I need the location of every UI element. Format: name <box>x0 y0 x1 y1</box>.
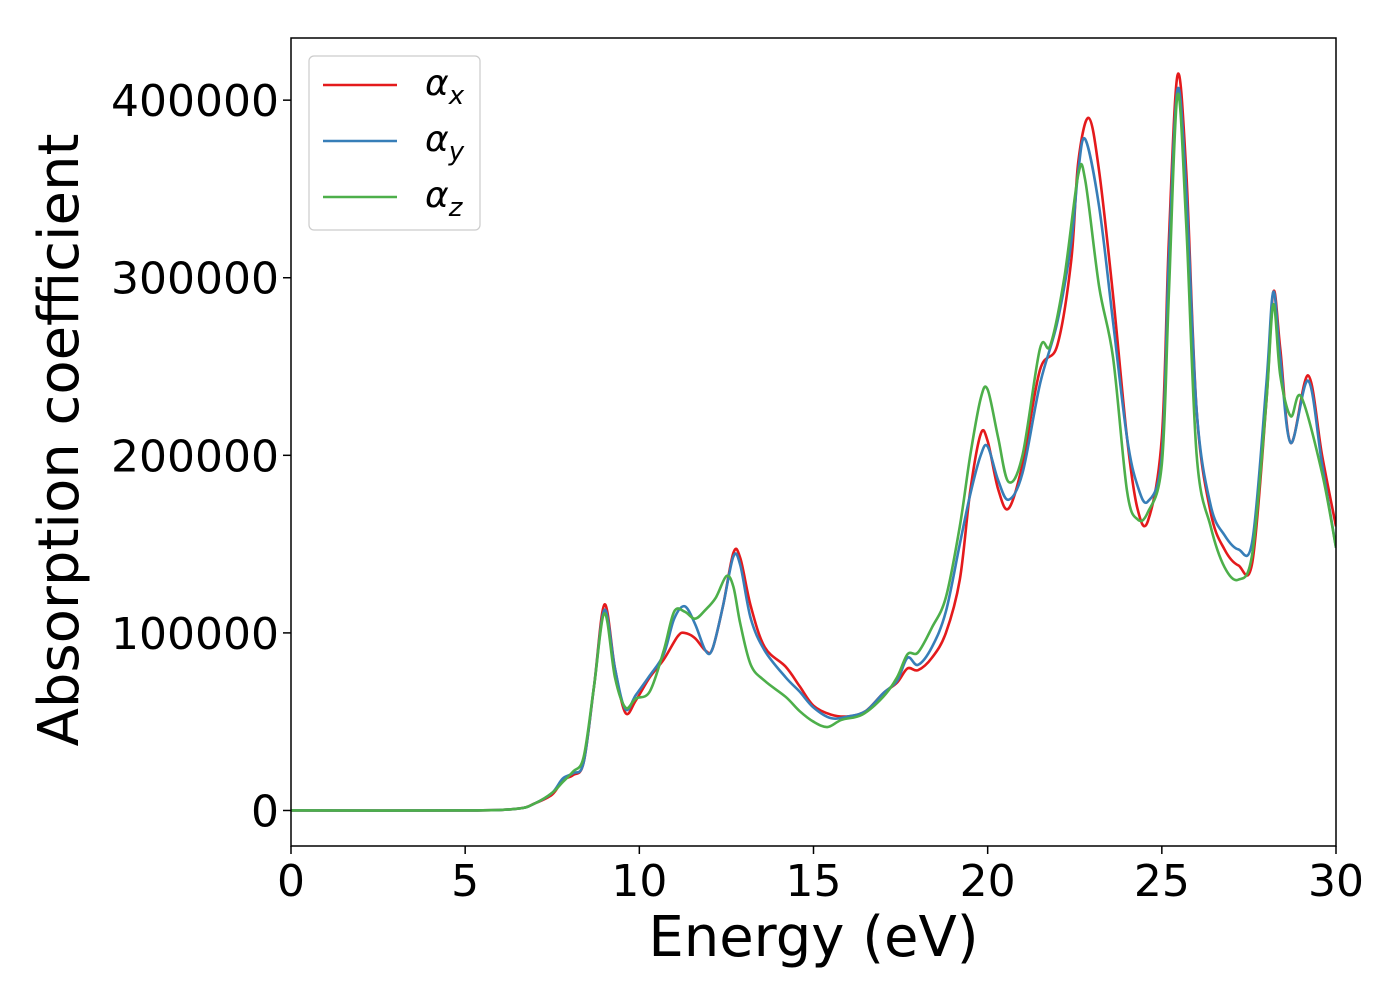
x-tick-label: 20 <box>960 856 1016 907</box>
legend-box <box>308 55 481 231</box>
legend-label-3: αz <box>425 175 464 223</box>
x-tick-label: 30 <box>1308 856 1364 907</box>
legend-symbol: α <box>425 175 449 216</box>
y-tick-label: 300000 <box>111 254 279 305</box>
y-tick-label: 400000 <box>111 76 279 127</box>
y-axis-title: Absorption coefficient <box>27 134 92 747</box>
y-tick-label: 200000 <box>111 431 279 482</box>
x-tick-label: 10 <box>611 856 667 907</box>
y-axis: 0 100000 200000 300000 400000 <box>111 76 291 837</box>
legend-subscript: x <box>448 81 465 111</box>
x-tick-label: 25 <box>1134 856 1190 907</box>
y-tick-label: 100000 <box>111 609 279 660</box>
x-axis-title: Energy (eV) <box>648 905 978 970</box>
series-layer <box>291 72 1336 812</box>
y-tick-label: 0 <box>251 786 279 837</box>
x-axis: 0 5 10 15 20 25 30 <box>277 846 1364 907</box>
legend-subscript: z <box>448 193 464 223</box>
legend-subscript: y <box>448 137 465 167</box>
x-tick-label: 0 <box>277 856 305 907</box>
x-tick-label: 15 <box>786 856 842 907</box>
x-tick-label: 5 <box>451 856 479 907</box>
legend-symbol: α <box>425 119 449 160</box>
series-line-3 <box>291 92 1336 812</box>
legend-symbol: α <box>425 63 449 104</box>
legend-label-2: αy <box>425 119 465 167</box>
legend-label-1: αx <box>425 63 465 111</box>
